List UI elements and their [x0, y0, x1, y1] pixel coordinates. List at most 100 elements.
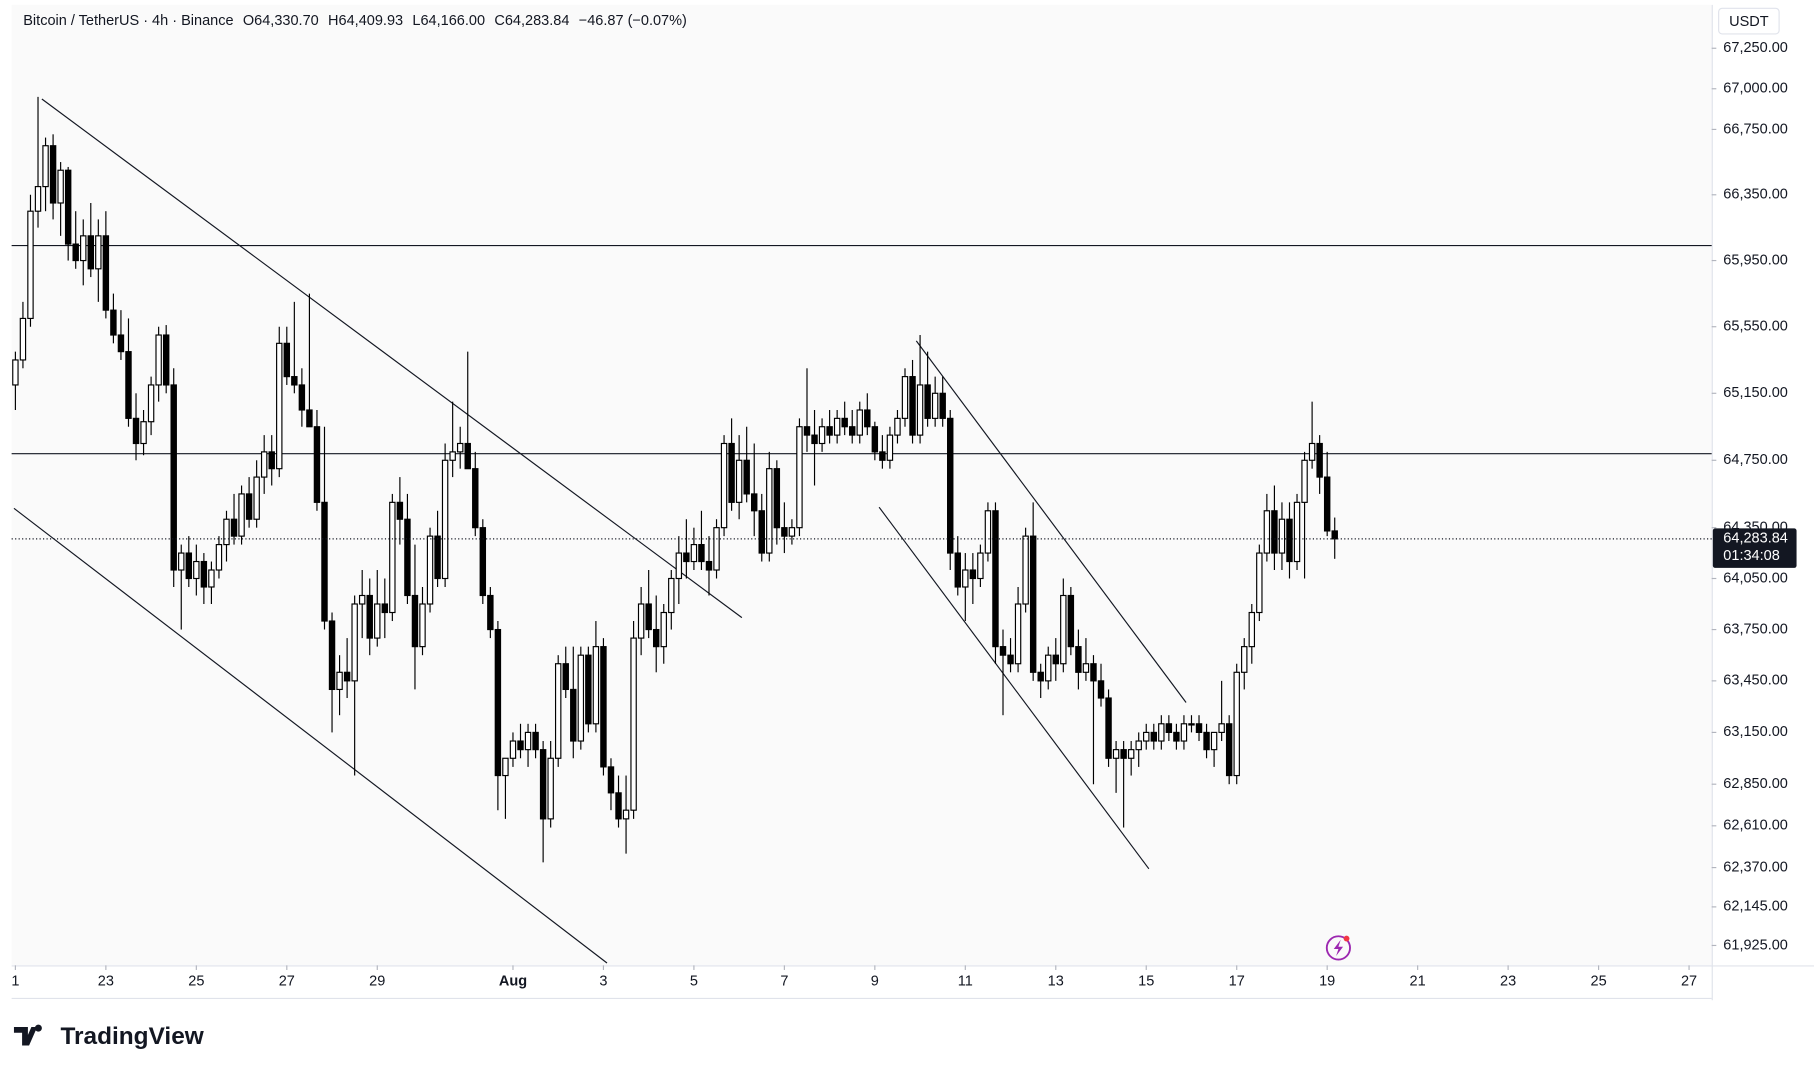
logo[interactable]: TradingView: [13, 1023, 205, 1050]
candle-body: [200, 560, 208, 588]
candle-body: [1301, 459, 1308, 503]
x-tick-label: 7: [780, 973, 788, 989]
candle-body: [766, 468, 773, 554]
candle-body: [1014, 603, 1022, 665]
candle-body: [72, 243, 79, 262]
candle-body: [1316, 442, 1323, 478]
candle-body: [645, 603, 652, 631]
candle-body: [554, 663, 562, 759]
candle-body: [924, 384, 931, 419]
axis-layer: 67,250.00 67,000.00 66,750.00 66,350.00 65,9…: [11, 40, 1788, 989]
candle-body: [622, 809, 630, 820]
x-tick-label: Aug: [499, 973, 527, 989]
candle-body: [1082, 663, 1090, 673]
candle-body: [894, 417, 901, 436]
currency-label[interactable]: USDT: [1729, 14, 1769, 30]
candle-body: [916, 384, 924, 436]
candle-body: [833, 417, 841, 436]
candle-body: [886, 434, 894, 461]
candle-body: [1188, 723, 1195, 726]
x-tick-label: 3: [599, 973, 607, 989]
y-tick-label: 65,950.00: [1723, 252, 1788, 268]
candle-body: [909, 376, 916, 436]
y-tick-label: 64,750.00: [1723, 452, 1788, 468]
y-tick-label: 63,150.00: [1723, 724, 1788, 740]
candle-body: [1173, 731, 1180, 742]
last-price-label: 64,283.84: [1723, 531, 1788, 547]
candle-body: [743, 459, 750, 495]
candle-body: [208, 569, 215, 588]
candle-body: [19, 317, 27, 361]
candle-body: [1203, 731, 1210, 751]
candle-body: [683, 552, 690, 563]
trend-line: [878, 506, 1150, 870]
candle-body: [871, 426, 879, 453]
candle-body: [389, 501, 396, 614]
candle-body: [358, 594, 366, 605]
candle-body: [1263, 510, 1271, 554]
candle-body: [524, 731, 532, 751]
trend-line: [915, 340, 1187, 703]
candle-body: [374, 603, 381, 639]
candle-body: [856, 409, 863, 436]
candle-body: [750, 493, 758, 512]
candle-body: [132, 417, 140, 445]
alert-icon-bolt[interactable]: [1333, 939, 1344, 957]
currency-box[interactable]: [1718, 7, 1780, 35]
candle-body: [630, 637, 637, 811]
candle-body: [155, 334, 162, 386]
ohlc-value: C64,283.84: [494, 13, 569, 29]
y-tick-label: 62,850.00: [1723, 776, 1788, 792]
candle-body: [1150, 731, 1158, 742]
y-tick-label: 65,550.00: [1723, 319, 1788, 335]
candle-body: [276, 342, 283, 470]
x-tick-label: 25: [188, 973, 204, 989]
candle-body: [999, 646, 1007, 656]
candle-body: [803, 426, 811, 436]
candle-body: [57, 169, 64, 204]
alert-icon[interactable]: [1325, 935, 1351, 961]
candle-body: [1248, 611, 1256, 648]
x-tick-label: 17: [1229, 973, 1245, 989]
candle-body: [321, 501, 328, 622]
candle-body: [1293, 501, 1301, 563]
candle-body: [811, 434, 818, 445]
candle-body: [253, 476, 260, 520]
candle-body: [1225, 723, 1233, 777]
x-tick-label: 25: [1591, 973, 1607, 989]
y-tick-label: 66,350.00: [1723, 187, 1788, 203]
alert-icon-dot[interactable]: [1343, 935, 1350, 942]
candle-body: [381, 603, 389, 614]
candle-body: [27, 210, 34, 320]
symbol-title: Bitcoin / TetherUS · 4h · Binance: [23, 13, 233, 29]
alert-icon-ring[interactable]: [1325, 935, 1351, 961]
candle-body: [328, 620, 336, 691]
ohlc-value: O64,330.70: [243, 13, 319, 29]
logo-mark[interactable]: [13, 1024, 42, 1046]
candle-body: [49, 145, 57, 204]
candle-body: [954, 552, 961, 588]
candle-body: [1127, 749, 1135, 759]
candle-body: [675, 552, 683, 580]
y-tick-label: 62,145.00: [1723, 899, 1788, 915]
candle-body: [223, 518, 230, 546]
logo-text[interactable]: TradingView: [60, 1023, 204, 1050]
candle-body: [637, 603, 645, 639]
countdown-label: 01:34:08: [1723, 548, 1780, 564]
candle-body: [690, 544, 698, 563]
candle-body: [600, 646, 607, 768]
x-tick-label: 1: [11, 973, 19, 989]
candle-body: [230, 518, 238, 537]
candle-body: [668, 577, 675, 614]
candle-body: [1308, 442, 1316, 461]
candle-body: [396, 501, 404, 520]
candle-body: [1060, 594, 1067, 665]
candle-body: [419, 603, 426, 648]
candle-body: [1112, 749, 1120, 759]
y-tick-label: 67,250.00: [1723, 40, 1788, 56]
candle-body: [788, 527, 796, 537]
candle-body: [947, 417, 954, 554]
trend-line: [13, 507, 608, 964]
